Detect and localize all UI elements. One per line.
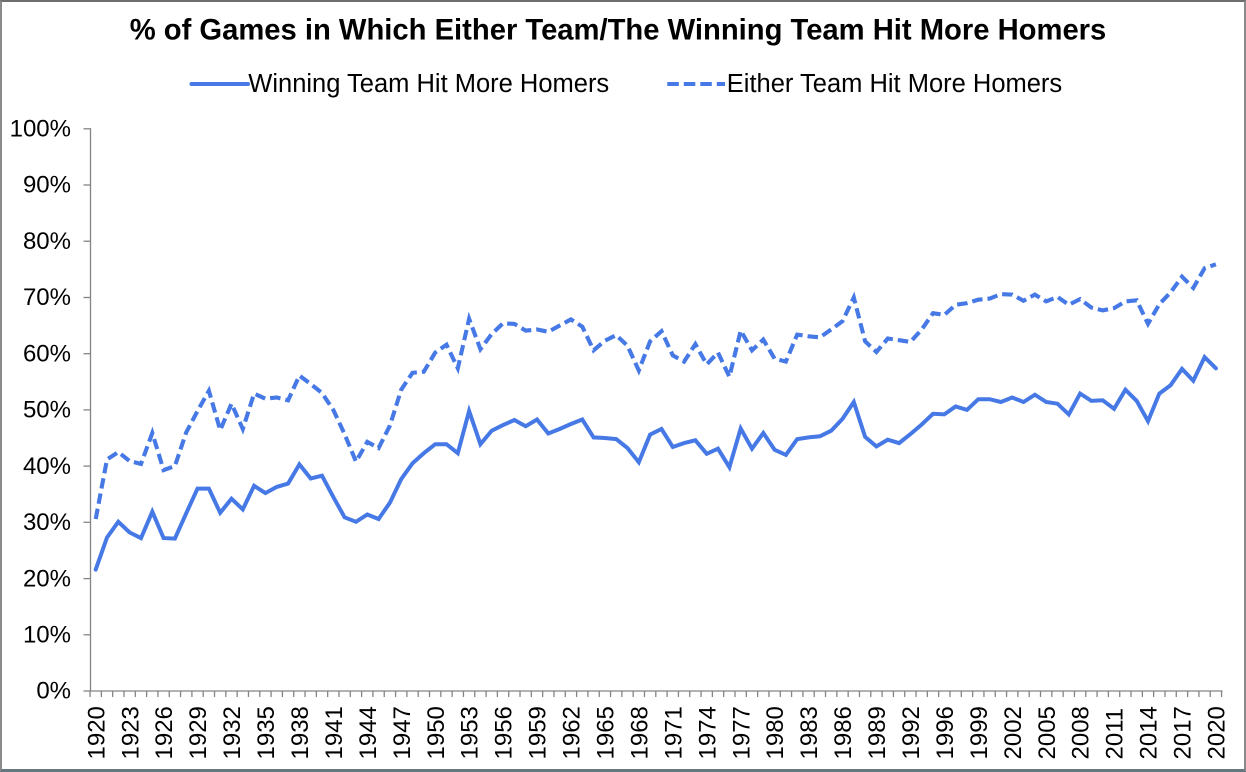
svg-text:40%: 40%: [23, 453, 71, 480]
svg-text:1968: 1968: [626, 706, 653, 759]
svg-text:1996: 1996: [932, 706, 959, 759]
svg-text:1932: 1932: [219, 706, 246, 759]
svg-text:2008: 2008: [1068, 706, 1095, 759]
svg-text:1950: 1950: [423, 706, 450, 759]
svg-text:1986: 1986: [830, 706, 857, 759]
svg-text:1989: 1989: [864, 706, 891, 759]
svg-text:1920: 1920: [83, 706, 110, 759]
svg-text:2020: 2020: [1204, 706, 1231, 759]
svg-text:30%: 30%: [23, 509, 71, 536]
svg-text:1983: 1983: [796, 706, 823, 759]
svg-text:1944: 1944: [355, 706, 382, 759]
svg-text:1977: 1977: [728, 706, 755, 759]
svg-text:2014: 2014: [1136, 706, 1163, 759]
svg-text:10%: 10%: [23, 622, 71, 649]
svg-text:1935: 1935: [253, 706, 280, 759]
svg-text:20%: 20%: [23, 565, 71, 592]
svg-text:50%: 50%: [23, 397, 71, 424]
svg-text:0%: 0%: [36, 678, 71, 705]
svg-text:1926: 1926: [151, 706, 178, 759]
svg-text:90%: 90%: [23, 172, 71, 199]
svg-text:1953: 1953: [457, 706, 484, 759]
svg-text:Either Team Hit More Homers: Either Team Hit More Homers: [727, 70, 1062, 98]
svg-text:1965: 1965: [593, 706, 620, 759]
svg-text:1923: 1923: [117, 706, 144, 759]
svg-text:1962: 1962: [559, 706, 586, 759]
svg-text:1974: 1974: [694, 706, 721, 759]
svg-text:2005: 2005: [1034, 706, 1061, 759]
svg-text:1956: 1956: [491, 706, 518, 759]
svg-text:80%: 80%: [23, 228, 71, 255]
svg-text:% of Games in Which Either Tea: % of Games in Which Either Team/The Winn…: [130, 14, 1107, 46]
svg-text:60%: 60%: [23, 340, 71, 367]
svg-text:2011: 2011: [1102, 708, 1129, 760]
svg-text:1929: 1929: [185, 706, 212, 759]
svg-text:1980: 1980: [762, 706, 789, 759]
svg-text:1999: 1999: [966, 706, 993, 759]
svg-text:1947: 1947: [389, 706, 416, 759]
svg-text:2017: 2017: [1170, 706, 1197, 759]
svg-text:100%: 100%: [10, 116, 71, 143]
svg-text:1938: 1938: [287, 706, 314, 759]
svg-text:Winning Team Hit More Homers: Winning Team Hit More Homers: [248, 70, 609, 98]
svg-text:70%: 70%: [23, 284, 71, 311]
svg-text:2002: 2002: [1000, 706, 1027, 759]
svg-text:1959: 1959: [525, 706, 552, 759]
svg-text:1941: 1941: [321, 706, 348, 759]
svg-text:1971: 1971: [660, 706, 687, 759]
svg-text:1992: 1992: [898, 706, 925, 759]
